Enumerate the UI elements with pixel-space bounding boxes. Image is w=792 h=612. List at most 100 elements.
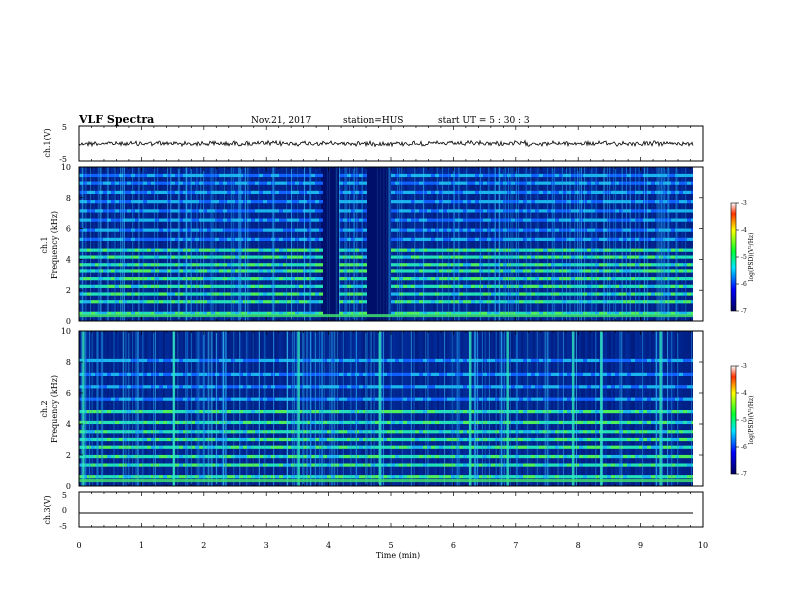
spectrogram-band-segment xyxy=(167,454,171,459)
spectrogram-band-segment xyxy=(203,410,207,414)
spectrogram-column xyxy=(263,167,265,321)
spectrogram-band-segment xyxy=(407,292,411,296)
spectrogram-band-segment xyxy=(687,430,691,434)
spectrogram-band-segment xyxy=(579,430,583,434)
spectrogram-column xyxy=(587,167,589,321)
spectrogram-band-segment xyxy=(611,300,615,304)
spectrogram-band-segment xyxy=(143,248,147,252)
spectrogram-band-segment xyxy=(395,454,399,459)
spectrogram-column xyxy=(613,167,615,321)
spectrogram-band-segment xyxy=(223,385,227,389)
spectrogram-band-segment xyxy=(391,292,395,296)
spectrogram-band-segment xyxy=(419,190,423,195)
spectrogram-band-segment xyxy=(595,218,599,222)
spectrogram-band-segment xyxy=(103,255,107,259)
spectrogram-band-segment xyxy=(511,475,515,479)
spectrogram-band-segment xyxy=(207,269,211,273)
spectrogram-column xyxy=(415,331,417,486)
spectrogram-band-segment xyxy=(139,237,143,241)
spectrogram-band-segment xyxy=(459,228,463,232)
spectrogram-band-segment xyxy=(531,437,535,442)
spectrogram-column xyxy=(181,331,183,486)
spectrogram-band-segment xyxy=(675,277,679,281)
spectrogram-band-segment xyxy=(623,228,627,232)
spectrogram-column xyxy=(359,167,361,321)
spectrogram-band-segment xyxy=(231,277,235,281)
spectrogram-band-segment xyxy=(527,237,531,241)
spectrogram-band-segment xyxy=(419,300,423,304)
spectrogram-band-segment xyxy=(559,385,563,389)
spectrogram-band-segment xyxy=(439,475,443,479)
spectrogram-column xyxy=(151,167,153,321)
spectrogram-band-segment xyxy=(479,248,483,252)
spectrogram-band-segment xyxy=(559,292,563,296)
spectrogram-sferic xyxy=(515,167,517,321)
spectrogram-band-segment xyxy=(359,181,363,185)
spectrogram-band-segment xyxy=(239,420,243,425)
spectrogram-band-segment xyxy=(623,248,627,252)
spectrogram-band-segment xyxy=(599,263,603,267)
spectrogram-band-segment xyxy=(239,255,243,259)
spectrogram-band-segment xyxy=(523,277,527,281)
spectrogram-band-segment xyxy=(555,200,559,204)
spectrogram-band-segment xyxy=(391,237,395,241)
spectrogram-band-segment xyxy=(375,420,379,425)
spectrogram-band-segment xyxy=(223,463,227,467)
spectrogram-sferic xyxy=(583,167,585,321)
spectrogram-band-segment xyxy=(587,300,591,304)
spectrogram-band-segment xyxy=(415,437,419,442)
spectrogram-band-segment xyxy=(163,263,167,267)
spectrogram-column xyxy=(101,167,103,321)
spectrogram-sferic xyxy=(629,167,631,321)
spectrogram-sferic xyxy=(660,167,662,321)
spectrogram-band-segment xyxy=(483,430,487,434)
spectrogram-column xyxy=(579,167,581,321)
spectrogram-band-segment xyxy=(507,445,511,449)
spectrogram-band-segment xyxy=(647,277,651,281)
spectrogram-column xyxy=(623,167,625,321)
spectrogram-column xyxy=(415,167,417,321)
spectrogram-band-segment xyxy=(531,311,535,315)
spectrogram-band-segment xyxy=(263,237,267,241)
spectrogram-band-segment xyxy=(151,420,155,425)
spectrogram-band-segment xyxy=(679,284,683,288)
spectrogram-band-segment xyxy=(607,173,611,178)
spectrogram-band-segment xyxy=(559,209,563,213)
spectrogram-band-segment xyxy=(259,292,263,296)
spectrogram-band-segment xyxy=(127,228,131,232)
spectrogram-band-segment xyxy=(487,454,491,459)
spectrogram-band-segment xyxy=(567,263,571,267)
spectrogram-column xyxy=(633,167,635,321)
spectrogram-band-segment xyxy=(507,228,511,232)
spectrogram-band-segment xyxy=(175,255,179,259)
spectrogram-band-segment xyxy=(207,430,211,434)
spectrogram-band-segment xyxy=(567,190,571,195)
spectrogram-band-segment xyxy=(223,437,227,442)
spectrogram-band-segment xyxy=(571,263,575,267)
spectrogram-column xyxy=(279,167,281,321)
spectrogram-band-segment xyxy=(107,284,111,288)
spectrogram-sferic xyxy=(177,167,179,321)
spectrogram-band-segment xyxy=(311,397,315,401)
spectrogram-band-segment xyxy=(355,181,359,185)
spectrogram-band-segment xyxy=(183,397,187,401)
spectrogram-band-segment xyxy=(607,284,611,288)
spectrogram-band-segment xyxy=(123,385,127,389)
spectrogram-band-segment xyxy=(207,463,211,467)
spectrogram-band-segment xyxy=(627,311,631,315)
spectrogram-band-segment xyxy=(243,475,247,479)
spectrogram-band-segment xyxy=(203,397,207,401)
spectrogram-band-segment xyxy=(195,397,199,401)
spectrogram-band-segment xyxy=(611,237,615,241)
ch1-waveform-panel: 5 -5 ch.1(V) xyxy=(43,123,704,164)
spectrogram-band-segment xyxy=(495,397,499,401)
spectrogram-band-segment xyxy=(111,311,115,315)
spectrogram-column xyxy=(113,167,115,321)
spectrogram-sferic xyxy=(124,167,126,321)
spectrogram-band-segment xyxy=(431,218,435,222)
spectrogram-band-segment xyxy=(307,430,311,434)
spectrogram-band-segment xyxy=(199,445,203,449)
spectrogram-band-segment xyxy=(583,218,587,222)
spectrogram-band-segment xyxy=(223,397,227,401)
